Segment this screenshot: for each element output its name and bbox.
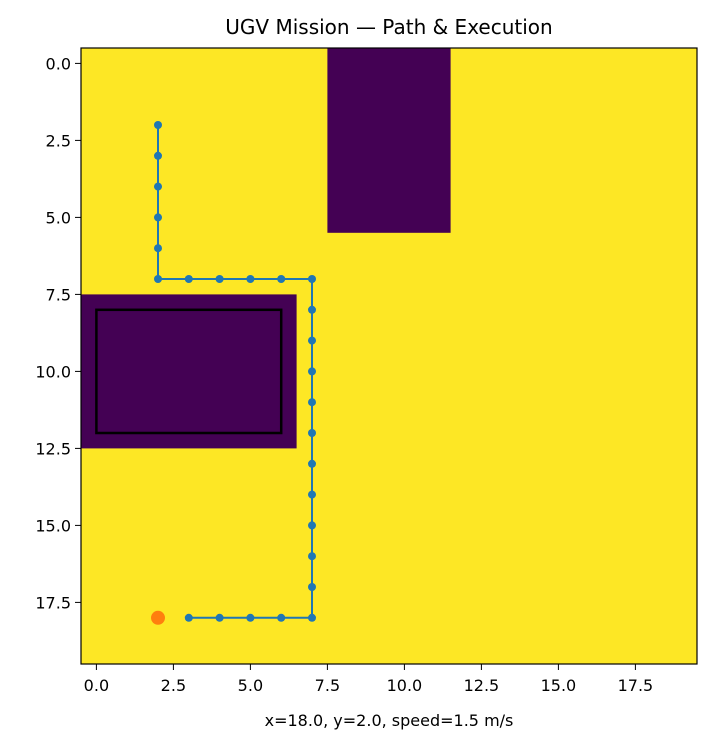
y-tick-label: 5.0 xyxy=(46,208,71,227)
x-tick-label: 12.5 xyxy=(464,676,500,695)
x-axis-label: x=18.0, y=2.0, speed=1.5 m/s xyxy=(265,711,514,730)
path-point xyxy=(184,275,193,283)
x-axis: 0.0 2.5 5.0 7.5 10.0 12.5 15.0 17.5 xyxy=(84,664,654,695)
x-tick-label: 17.5 xyxy=(618,676,654,695)
current-position-marker xyxy=(151,610,165,625)
path-point xyxy=(308,459,316,468)
y-axis: 0.0 2.5 5.0 7.5 10.0 12.5 15.0 17.5 xyxy=(35,54,81,612)
path-point xyxy=(308,613,316,622)
x-tick-label: 10.0 xyxy=(387,676,423,695)
path-point xyxy=(308,336,316,345)
y-tick-label: 10.0 xyxy=(35,362,71,381)
path-point xyxy=(308,429,316,437)
obstacle-region-2 xyxy=(81,294,297,449)
chart-title: UGV Mission — Path & Execution xyxy=(225,15,552,39)
path-point xyxy=(277,613,286,622)
plot-frame xyxy=(80,47,698,665)
path-point xyxy=(184,613,193,622)
path-point xyxy=(215,275,224,283)
path-point xyxy=(246,275,255,283)
obstacle-region-1 xyxy=(327,48,451,233)
path-point xyxy=(277,275,286,283)
path-point xyxy=(308,367,316,376)
path-point xyxy=(154,275,162,283)
x-tick-label: 0.0 xyxy=(84,676,109,695)
path-point xyxy=(154,244,162,253)
path-point xyxy=(246,613,255,622)
y-tick-label: 12.5 xyxy=(35,439,71,458)
path-point xyxy=(308,490,316,499)
path-point xyxy=(154,182,162,191)
x-tick-label: 15.0 xyxy=(541,676,577,695)
y-tick-label: 15.0 xyxy=(35,516,71,535)
y-tick-label: 0.0 xyxy=(46,54,71,73)
path-point xyxy=(154,213,162,222)
x-tick-label: 7.5 xyxy=(315,676,340,695)
path-point xyxy=(154,121,162,129)
outlined-box xyxy=(95,308,283,435)
path-line xyxy=(157,125,313,619)
y-tick-label: 17.5 xyxy=(35,593,71,612)
path-point xyxy=(154,151,162,160)
y-tick-label: 2.5 xyxy=(46,131,71,150)
path-point xyxy=(308,583,316,591)
x-tick-label: 2.5 xyxy=(161,676,186,695)
path-point xyxy=(308,552,316,561)
path-point xyxy=(308,398,316,407)
plot-area xyxy=(80,47,698,665)
path-point xyxy=(308,305,316,314)
y-tick-label: 7.5 xyxy=(46,285,71,304)
path-point xyxy=(308,275,316,283)
path-point xyxy=(308,521,316,530)
x-tick-label: 5.0 xyxy=(238,676,263,695)
path-point xyxy=(215,613,224,622)
